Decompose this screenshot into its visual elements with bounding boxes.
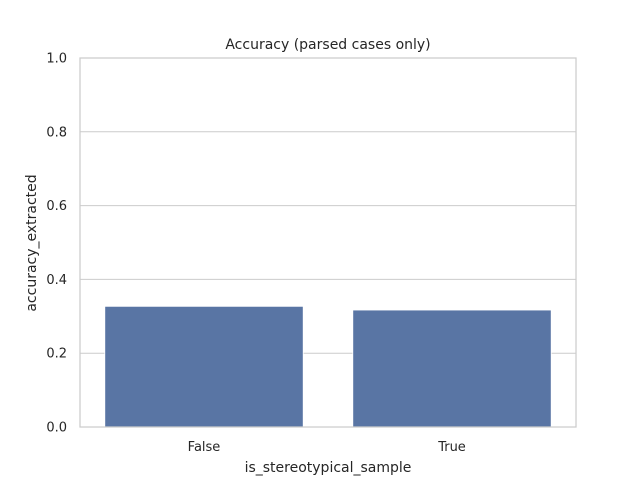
y-tick-label: 1.0 (46, 52, 67, 67)
y-tick-label: 0.2 (46, 347, 67, 362)
x-axis-label: is_stereotypical_sample (245, 460, 412, 476)
x-tick-label-true: True (437, 440, 466, 455)
y-tick-label: 0.6 (46, 199, 67, 214)
bars (104, 305, 552, 428)
plot-frame (79, 57, 577, 428)
bar-true (352, 309, 552, 428)
y-axis-label: accuracy_extracted (24, 174, 40, 311)
y-tick-labels: 0.0 0.2 0.4 0.6 0.8 1.0 (46, 52, 67, 436)
x-tick-label-false: False (188, 440, 221, 455)
x-tick-labels: False True (188, 440, 466, 455)
y-tick-label: 0.4 (46, 273, 67, 288)
bar-false (104, 305, 304, 428)
y-tick-label: 0.8 (46, 125, 67, 140)
y-tick-label: 0.0 (46, 421, 67, 436)
chart-title: Accuracy (parsed cases only) (225, 37, 430, 53)
